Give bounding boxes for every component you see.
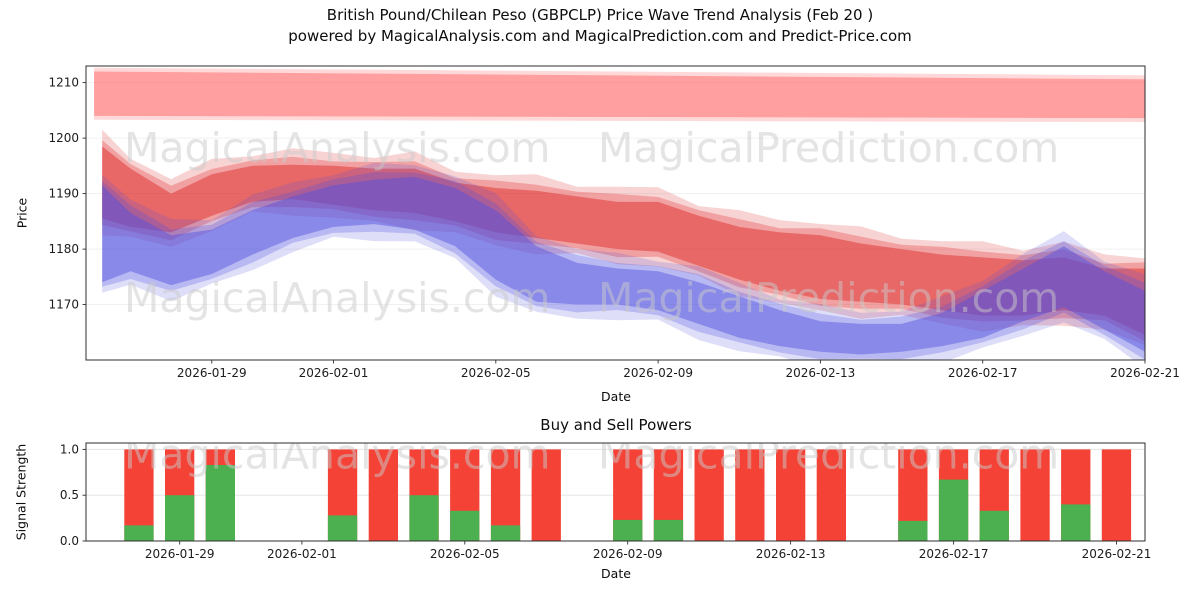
bearish-wave-band: [102, 146, 1145, 335]
x-tick-label: 2026-02-09: [623, 366, 693, 380]
y-tick-label: 1200: [48, 131, 79, 145]
price-axis-label: Price: [14, 197, 30, 229]
x-tick-label: 2026-02-13: [786, 366, 856, 380]
buy-power-bar: [205, 465, 235, 541]
buy-power-bar: [938, 479, 969, 541]
buy-power-bar: [979, 510, 1009, 541]
watermark-left: MagicalAnalysis.com: [124, 124, 551, 172]
trend-bands: [94, 67, 1145, 360]
sell-power-bar: [1020, 449, 1050, 541]
power-date-axis-label: Date: [601, 566, 631, 581]
y-tick-label: 1210: [48, 76, 79, 90]
x-tick-label: 2026-02-05: [430, 547, 500, 561]
sell-power-bar: [368, 449, 398, 541]
buy-power-bar: [409, 495, 439, 541]
watermark-left: MagicalAnalysis.com: [124, 274, 551, 322]
buy-sell-powers-chart: MagicalAnalysis.com MagicalPrediction.com…: [60, 431, 1151, 561]
figure-subtitle: powered by MagicalAnalysis.com and Magic…: [288, 27, 912, 45]
buy-power-bar: [898, 520, 928, 541]
watermark-left: MagicalAnalysis.com: [124, 431, 551, 479]
watermark-right: MagicalPrediction.com: [598, 124, 1059, 172]
price-date-axis-label: Date: [601, 389, 631, 404]
x-tick-label: 2026-02-05: [461, 366, 531, 380]
buy-power-bar: [613, 519, 643, 541]
y-tick-label: 1170: [48, 298, 79, 312]
signal-strength-axis-label: Signal Strength: [13, 443, 29, 541]
buy-power-bar: [490, 525, 521, 541]
y-tick-label: 0.0: [60, 534, 79, 548]
signal-bars: [124, 449, 1132, 541]
x-tick-label: 2026-02-01: [267, 547, 337, 561]
buy-power-bar: [450, 510, 480, 541]
watermark-right: MagicalPrediction.com: [598, 431, 1059, 479]
watermark-right: MagicalPrediction.com: [598, 274, 1059, 322]
x-tick-label: 2026-01-29: [145, 547, 215, 561]
bullish-wave-band: [102, 176, 1145, 355]
bullish-wave-band: [102, 162, 1145, 360]
buy-power-bar: [124, 525, 154, 541]
upper-resistance-zone: [94, 71, 1145, 119]
sell-power-bar: [735, 449, 765, 541]
price-wave-chart: MagicalAnalysis.com MagicalPrediction.com…: [48, 65, 1180, 380]
sell-power-bar: [776, 449, 806, 541]
axis-ticks: 2026-01-29 2026-02-01 2026-02-05 2026-02-09…: [48, 76, 1179, 380]
power-chart-title: Buy and Sell Powers: [540, 416, 692, 434]
bullish-wave-band: [102, 172, 1145, 360]
buy-power-bar: [327, 515, 358, 541]
buy-power-bar: [165, 495, 195, 541]
y-tick-label: 1.0: [60, 442, 79, 456]
buy-power-bar: [653, 519, 684, 541]
figure-title: British Pound/Chilean Peso (GBPCLP) Pric…: [326, 6, 874, 24]
watermarks: MagicalAnalysis.com MagicalPrediction.com: [124, 431, 1059, 479]
sell-power-bar: [694, 449, 724, 541]
y-tick-label: 1180: [48, 242, 79, 256]
sell-power-bar: [1101, 449, 1132, 541]
plot-border: [85, 65, 1146, 361]
x-tick-label: 2026-02-17: [919, 547, 989, 561]
x-tick-label: 2026-02-17: [948, 366, 1018, 380]
watermarks: MagicalAnalysis.com MagicalPrediction.com…: [124, 124, 1059, 322]
x-tick-label: 2026-01-29: [177, 366, 247, 380]
x-tick-label: 2026-02-21: [1082, 547, 1152, 561]
x-tick-label: 2026-02-13: [756, 547, 826, 561]
buy-power-bar: [1061, 504, 1091, 541]
x-tick-label: 2026-02-21: [1110, 366, 1180, 380]
sell-power-bar: [531, 449, 561, 541]
plot-border: [85, 442, 1146, 542]
x-tick-label: 2026-02-01: [299, 366, 369, 380]
sell-power-bar: [816, 449, 846, 541]
axis-ticks: 2026-01-29 2026-02-01 2026-02-05 2026-02-09…: [60, 442, 1151, 561]
y-tick-label: 1190: [48, 187, 79, 201]
x-tick-label: 2026-02-09: [593, 547, 663, 561]
y-tick-label: 0.5: [60, 488, 79, 502]
